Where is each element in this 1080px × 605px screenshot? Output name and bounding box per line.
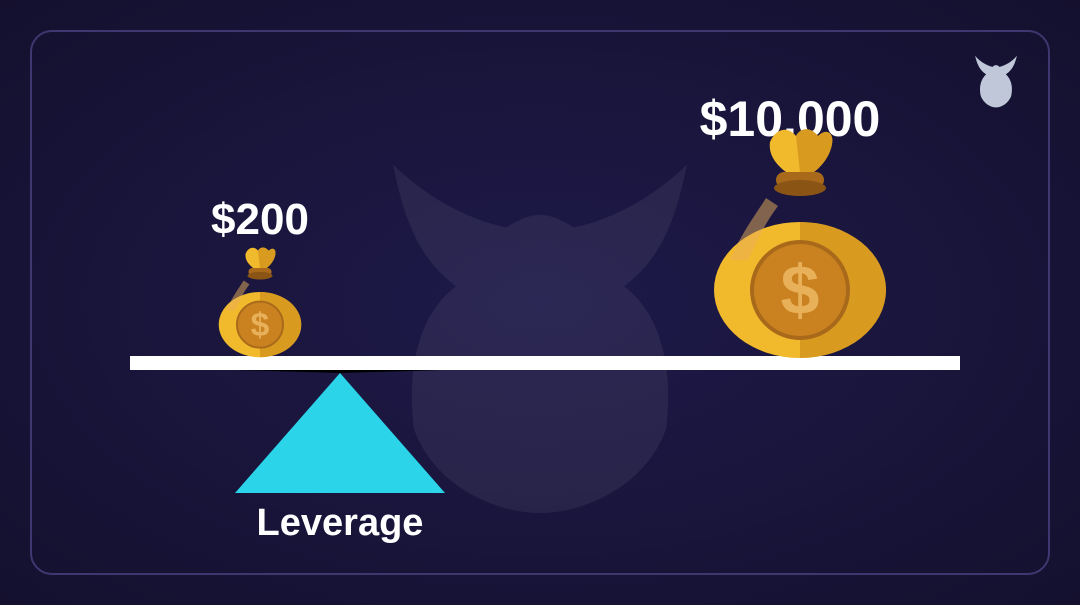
svg-text:$: $ [251,307,270,344]
small-money-bag-icon: $ [212,244,308,359]
small-bag-amount-label: $200 [110,195,410,245]
fulcrum-triangle [235,370,445,493]
bull-logo-icon [967,50,1025,108]
large-money-bag-icon: $ [700,122,900,362]
leverage-label: Leverage [190,502,490,545]
svg-text:$: $ [781,251,820,329]
